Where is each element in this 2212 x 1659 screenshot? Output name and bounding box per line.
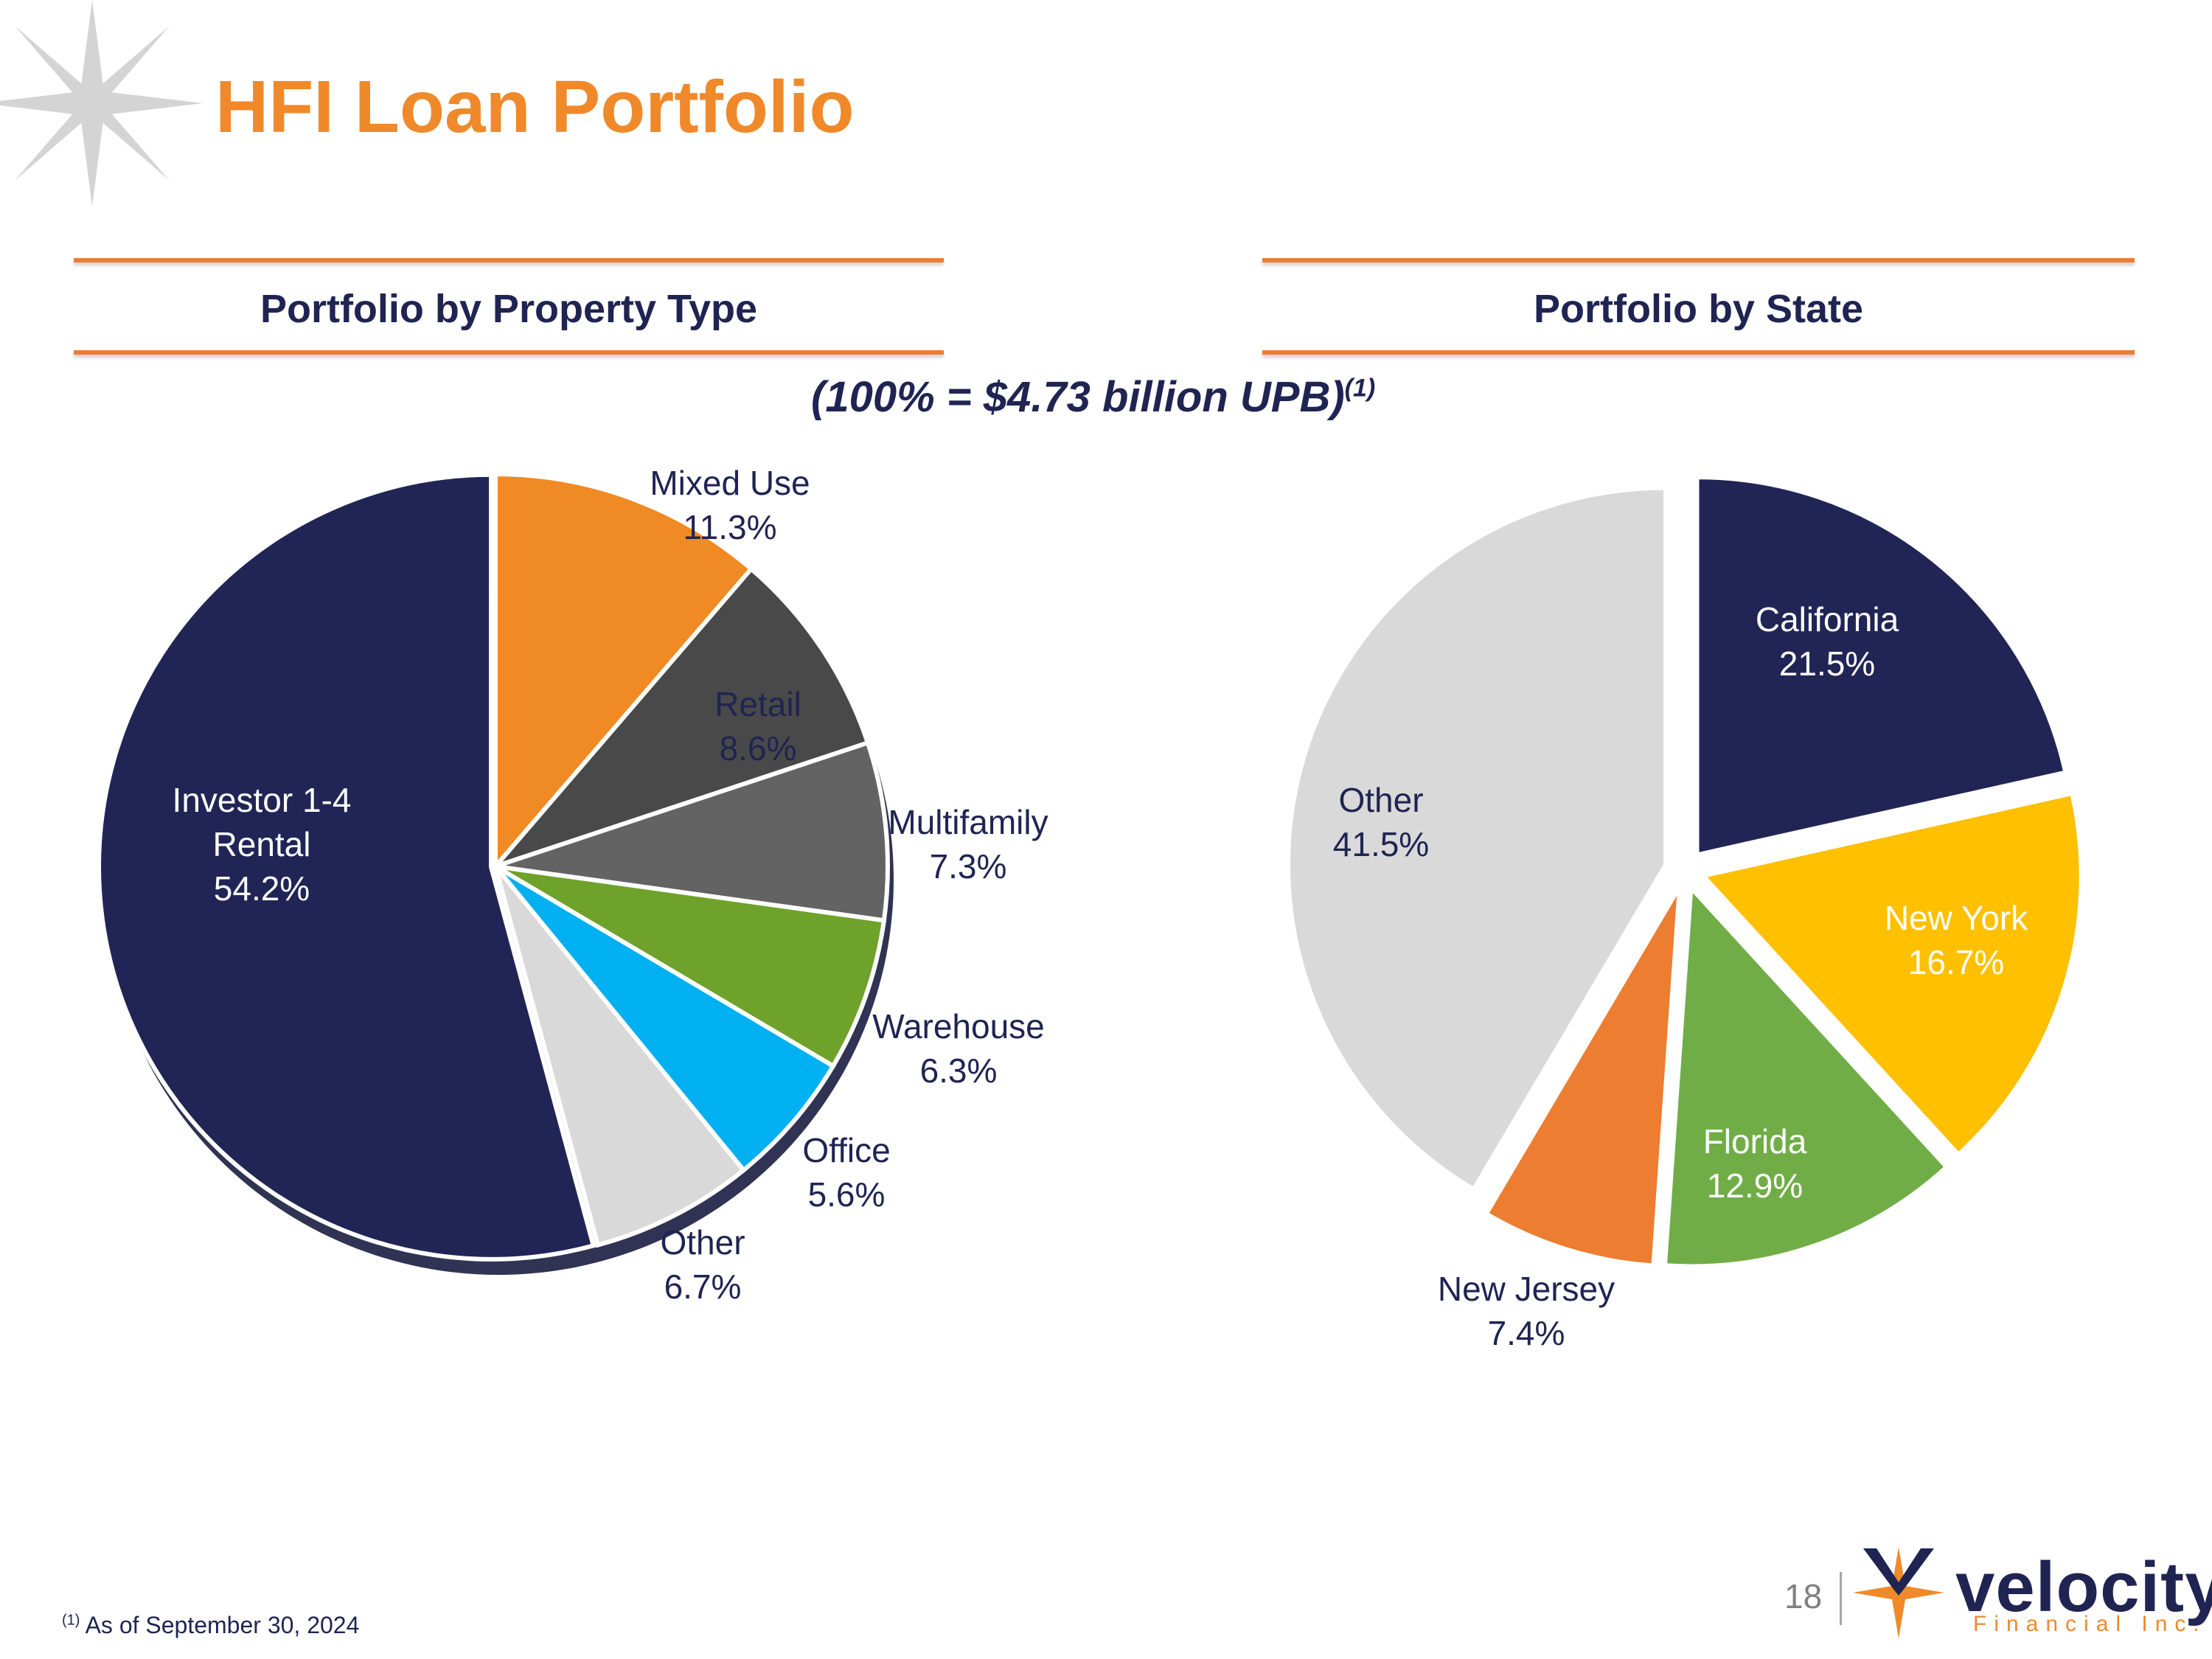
label-category: Office: [802, 1131, 891, 1169]
data-label-warehouse: Warehouse 6.3%: [872, 1004, 1045, 1093]
pie-slice-new-jersey: [1485, 888, 1680, 1267]
label-category: California: [1755, 600, 1899, 639]
left-header-bottom-rule: [74, 350, 944, 355]
logo-wordmark: velocity: [1955, 1548, 2212, 1627]
pie-slice-california: [1696, 476, 2067, 856]
label-category: New York: [1884, 899, 2028, 937]
data-label-retail: Retail 8.6%: [714, 682, 801, 771]
label-value: 54.2%: [213, 869, 310, 908]
pie-slice-new-york: [1701, 792, 2082, 1156]
right-header-bottom-rule: [1262, 350, 2135, 355]
label-category: Multifamily: [888, 803, 1048, 841]
subtitle-footnote-mark: (1): [1344, 374, 1376, 403]
label-category: Warehouse: [872, 1007, 1045, 1046]
label-category: Rental: [212, 825, 311, 863]
label-value: 16.7%: [1907, 943, 2005, 981]
label-value: 41.5%: [1332, 825, 1430, 863]
footnote: (1) As of September 30, 2024: [62, 1612, 359, 1639]
subtitle-text: (100% = $4.73 billion UPB): [811, 373, 1345, 421]
label-category: Retail: [714, 685, 801, 723]
data-label-multifamily: Multifamily 7.3%: [888, 800, 1048, 888]
label-value: 21.5%: [1778, 644, 1876, 683]
data-label-new-york: New York 16.7%: [1885, 896, 2028, 984]
label-value: 5.6%: [807, 1175, 886, 1214]
right-header-top-rule: [1262, 258, 2135, 262]
label-category: Other: [1338, 781, 1424, 819]
footnote-text: As of September 30, 2024: [85, 1612, 360, 1638]
pie-slice-other: [493, 865, 747, 1248]
label-category: Investor 1-4: [172, 781, 352, 819]
label-value: 12.9%: [1706, 1166, 1804, 1205]
label-value: 7.4%: [1487, 1314, 1565, 1352]
pie-slice-investor-1-4-rental: [97, 472, 597, 1262]
label-value: 6.7%: [664, 1267, 742, 1306]
logo-subtext: Financial Inc.: [1973, 1612, 2207, 1636]
footer-divider: [1840, 1572, 1842, 1625]
left-header-top-rule: [74, 258, 944, 262]
pie-slice-other: [1287, 487, 1667, 1191]
pie-slice-multifamily: [495, 740, 890, 923]
data-label-other: Other 6.7%: [660, 1220, 745, 1309]
data-label-other: Other 41.5%: [1333, 778, 1429, 866]
pie-slice-florida: [1663, 886, 1948, 1267]
page-number: 18: [1784, 1577, 1823, 1615]
label-category: New Jersey: [1437, 1270, 1615, 1308]
pie-chart-property-type: [97, 471, 894, 1275]
label-category: Other: [660, 1223, 745, 1262]
label-value: 8.6%: [719, 729, 797, 768]
label-category: Florida: [1703, 1122, 1807, 1161]
footnote-mark: (1): [62, 1612, 80, 1629]
label-value: 11.3%: [683, 508, 777, 546]
right-panel-title: Portfolio by State: [1533, 287, 1864, 331]
portfolio-subtitle: (100% = $4.73 billion UPB)(1): [811, 372, 1375, 422]
data-label-investor-1-4-rental: Investor 1-4 Rental 54.2%: [173, 778, 352, 911]
pie-slice-warehouse: [494, 864, 887, 1069]
pie-slice-mixed-use: [493, 471, 755, 873]
star-logo-icon: [0, 0, 203, 206]
left-panel-title: Portfolio by Property Type: [260, 287, 758, 331]
pie-chart-state: [1287, 476, 2082, 1267]
data-label-florida: Florida 12.9%: [1703, 1119, 1807, 1208]
data-label-california: California 21.5%: [1756, 597, 1899, 686]
data-label-mixed-use: Mixed Use 11.3%: [650, 461, 810, 549]
pie-slice-retail: [488, 566, 871, 872]
page-title: HFI Loan Portfolio: [215, 66, 855, 148]
data-label-new-jersey: New Jersey 7.4%: [1438, 1267, 1615, 1355]
velocity-logo-icon: [1853, 1547, 1944, 1638]
label-value: 7.3%: [929, 847, 1007, 886]
label-value: 6.3%: [919, 1051, 998, 1090]
data-label-office: Office 5.6%: [802, 1128, 890, 1217]
label-category: Mixed Use: [650, 464, 810, 502]
pie-slice-office: [493, 864, 837, 1174]
